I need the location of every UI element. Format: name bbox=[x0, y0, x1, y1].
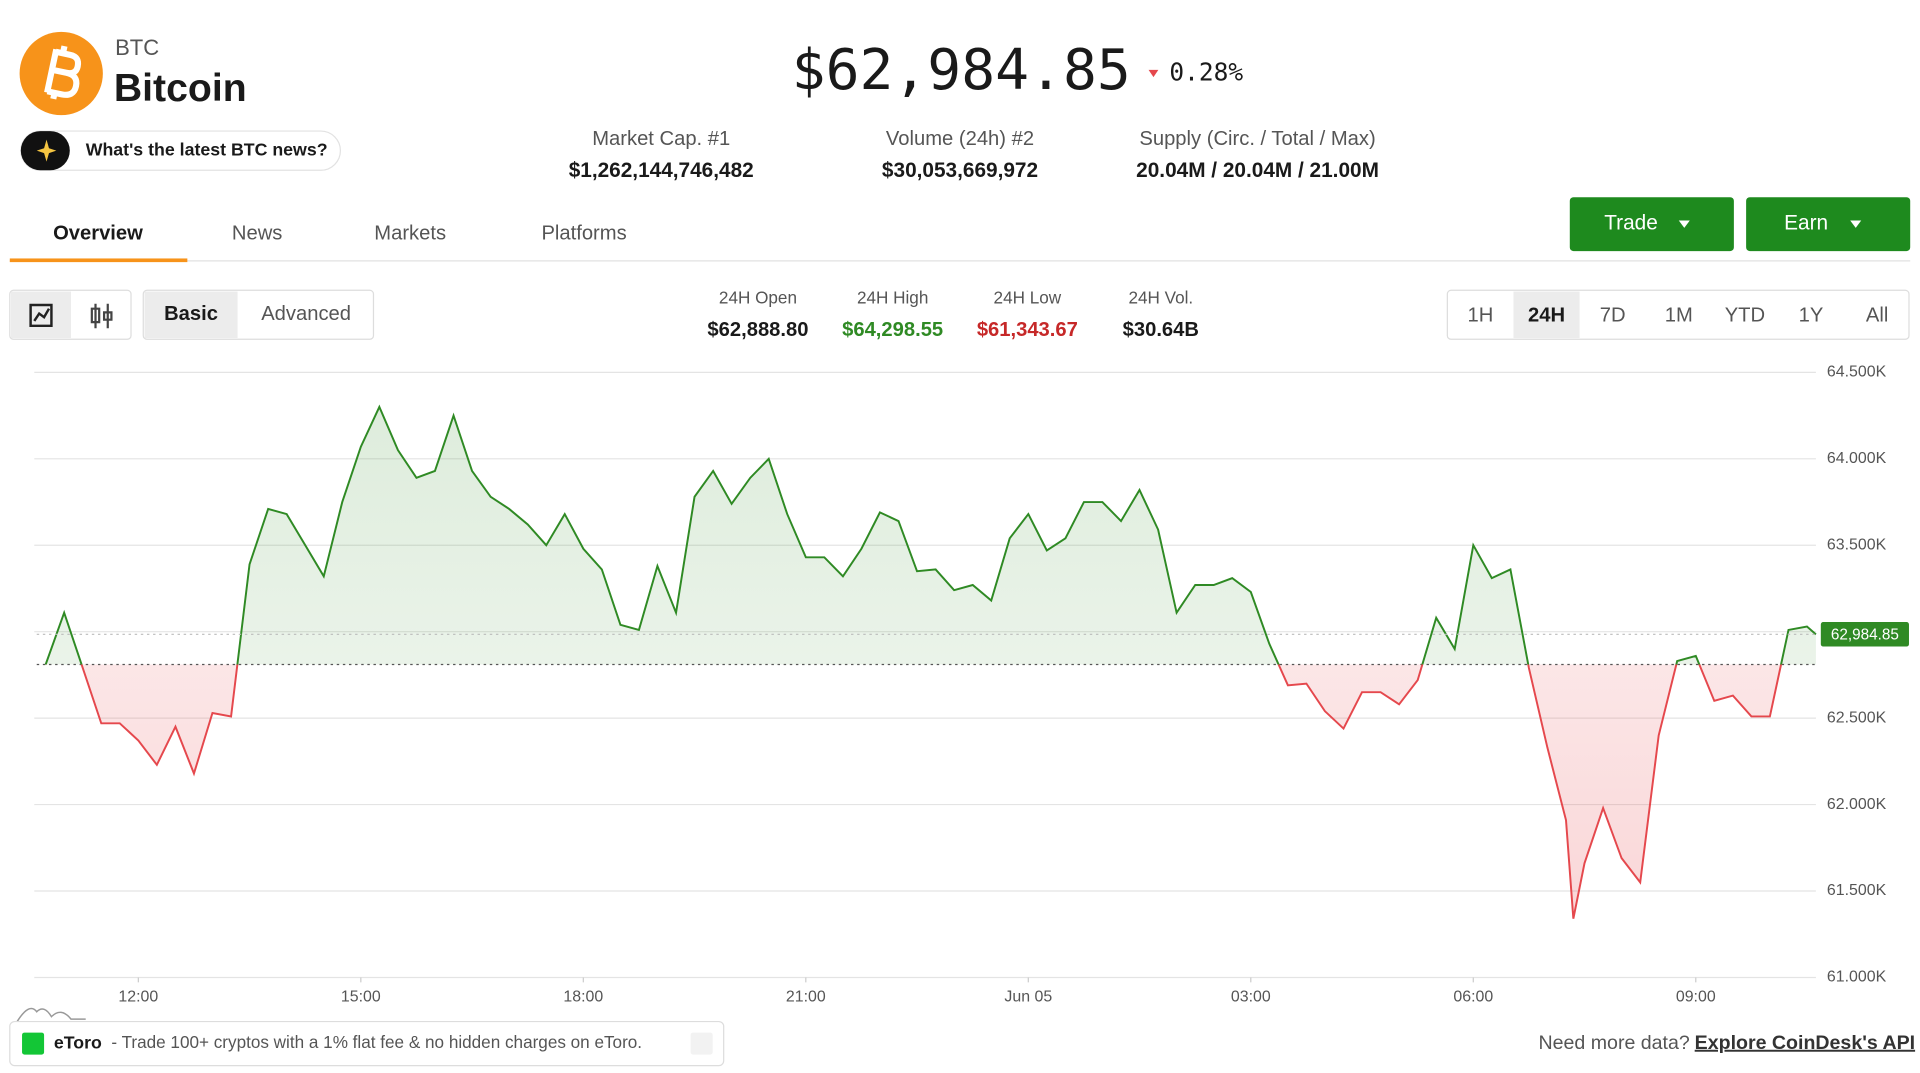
y-tick-label: 62.500K bbox=[1827, 709, 1887, 726]
day-stat-label: 24H High bbox=[857, 287, 928, 307]
symbol: BTC bbox=[115, 35, 159, 60]
trade-label[interactable]: Trade bbox=[1604, 212, 1658, 235]
price-chart: 64.500K64.000K63.500K63.000K62.500K62.00… bbox=[34, 364, 1909, 1005]
trade-button[interactable]: Trade bbox=[1569, 197, 1734, 252]
tab[interactable]: Markets bbox=[374, 222, 446, 244]
price-change: 0.28% bbox=[1169, 57, 1243, 86]
change-arrow bbox=[1148, 69, 1159, 78]
x-tick-label: 03:00 bbox=[1231, 988, 1271, 1005]
range-button[interactable]: YTD bbox=[1725, 304, 1765, 326]
area-down bbox=[81, 664, 1782, 919]
day-stat-label: 24H Vol. bbox=[1128, 287, 1193, 307]
footer-text: Need more data? bbox=[1539, 1032, 1690, 1054]
x-tick-label: Jun 05 bbox=[1004, 988, 1052, 1005]
stat-label: Volume (24h) #2 bbox=[886, 128, 1034, 150]
dropdown-arrow bbox=[1678, 220, 1690, 228]
x-tick-label: 15:00 bbox=[341, 988, 381, 1005]
day-stat-value: $30.64B bbox=[1123, 319, 1199, 341]
ad-box[interactable] bbox=[9, 1020, 725, 1067]
tab[interactable]: Platforms bbox=[541, 222, 626, 244]
news-prompt-text[interactable]: What's the latest BTC news? bbox=[86, 139, 328, 159]
day-stat-label: 24H Low bbox=[994, 287, 1062, 307]
stat-value: 20.04M / 20.04M / 21.00M bbox=[1136, 159, 1379, 182]
y-tick-label: 63.500K bbox=[1827, 536, 1887, 553]
ad-brand[interactable]: eToro bbox=[54, 1032, 102, 1052]
candle-chart-icon[interactable] bbox=[90, 303, 113, 329]
stat-value: $1,262,144,746,482 bbox=[569, 159, 754, 182]
x-tick-label: 06:00 bbox=[1453, 988, 1493, 1005]
trade-button-bg[interactable] bbox=[1569, 197, 1734, 252]
earn-button[interactable]: Earn bbox=[1746, 197, 1911, 252]
price-line-up bbox=[44, 404, 1817, 665]
tab[interactable]: News bbox=[232, 222, 282, 244]
range-buttons: 1H 24H 7D 1M YTD 1Y All bbox=[1468, 304, 1889, 326]
mode-basic[interactable]: Basic bbox=[164, 303, 218, 325]
range-button[interactable]: 1Y bbox=[1799, 304, 1824, 326]
etoro-icon bbox=[22, 1032, 45, 1055]
current-price-label: 62,984.85 bbox=[1831, 627, 1899, 644]
range-button[interactable]: 24H bbox=[1528, 304, 1565, 326]
y-tick-label: 62.000K bbox=[1827, 796, 1887, 813]
x-tick-label: 09:00 bbox=[1676, 988, 1716, 1005]
bitcoin-symbol bbox=[44, 45, 82, 100]
range-button[interactable]: 1M bbox=[1665, 304, 1693, 326]
day-stat-value: $62,888.80 bbox=[707, 319, 808, 341]
mode-selected[interactable] bbox=[144, 291, 238, 339]
tab-underline bbox=[9, 258, 188, 263]
earn-label[interactable]: Earn bbox=[1784, 212, 1828, 235]
y-tick-label: 64.000K bbox=[1827, 450, 1887, 467]
day-stat-label: 24H Open bbox=[719, 287, 797, 307]
stat-label: Supply (Circ. / Total / Max) bbox=[1139, 128, 1375, 150]
coin-name: Bitcoin bbox=[114, 67, 247, 110]
news-prompt[interactable]: What's the latest BTC news? bbox=[20, 130, 342, 171]
x-tick-label: 21:00 bbox=[786, 988, 826, 1005]
range-button[interactable]: All bbox=[1866, 304, 1888, 326]
ad-text[interactable]: - Trade 100+ cryptos with a 1% flat fee … bbox=[111, 1032, 642, 1052]
range-selected[interactable] bbox=[1513, 291, 1580, 339]
sparkle-icon bbox=[36, 139, 57, 162]
api-link[interactable]: Explore CoinDesk's API bbox=[1695, 1032, 1915, 1054]
range-button[interactable]: 1H bbox=[1468, 304, 1494, 326]
price: $62,984.85 bbox=[792, 38, 1131, 103]
x-tick-label: 18:00 bbox=[563, 988, 603, 1005]
x-tick-label: 12:00 bbox=[118, 988, 158, 1005]
area-up bbox=[45, 406, 1816, 665]
mini-chart-icon bbox=[16, 1007, 86, 1022]
stat-label: Market Cap. #1 bbox=[592, 128, 730, 150]
line-chart-icon[interactable] bbox=[29, 303, 53, 328]
day-stat-value: $64,298.55 bbox=[842, 319, 943, 341]
current-price-tag bbox=[1820, 622, 1909, 647]
price-line-down bbox=[45, 664, 1783, 919]
tab[interactable]: Overview bbox=[53, 222, 143, 244]
stat-value: $30,053,669,972 bbox=[882, 159, 1038, 182]
day-stat-value: $61,343.67 bbox=[977, 319, 1078, 341]
y-tick-label: 64.500K bbox=[1827, 364, 1887, 381]
earn-button-bg[interactable] bbox=[1746, 197, 1911, 252]
range-button[interactable]: 7D bbox=[1600, 304, 1626, 326]
dropdown-arrow bbox=[1850, 220, 1862, 228]
y-tick-label: 61.000K bbox=[1827, 969, 1887, 986]
y-tick-label: 61.500K bbox=[1827, 882, 1887, 899]
mode-advanced[interactable]: Advanced bbox=[261, 303, 351, 325]
ad-badge bbox=[690, 1032, 713, 1055]
